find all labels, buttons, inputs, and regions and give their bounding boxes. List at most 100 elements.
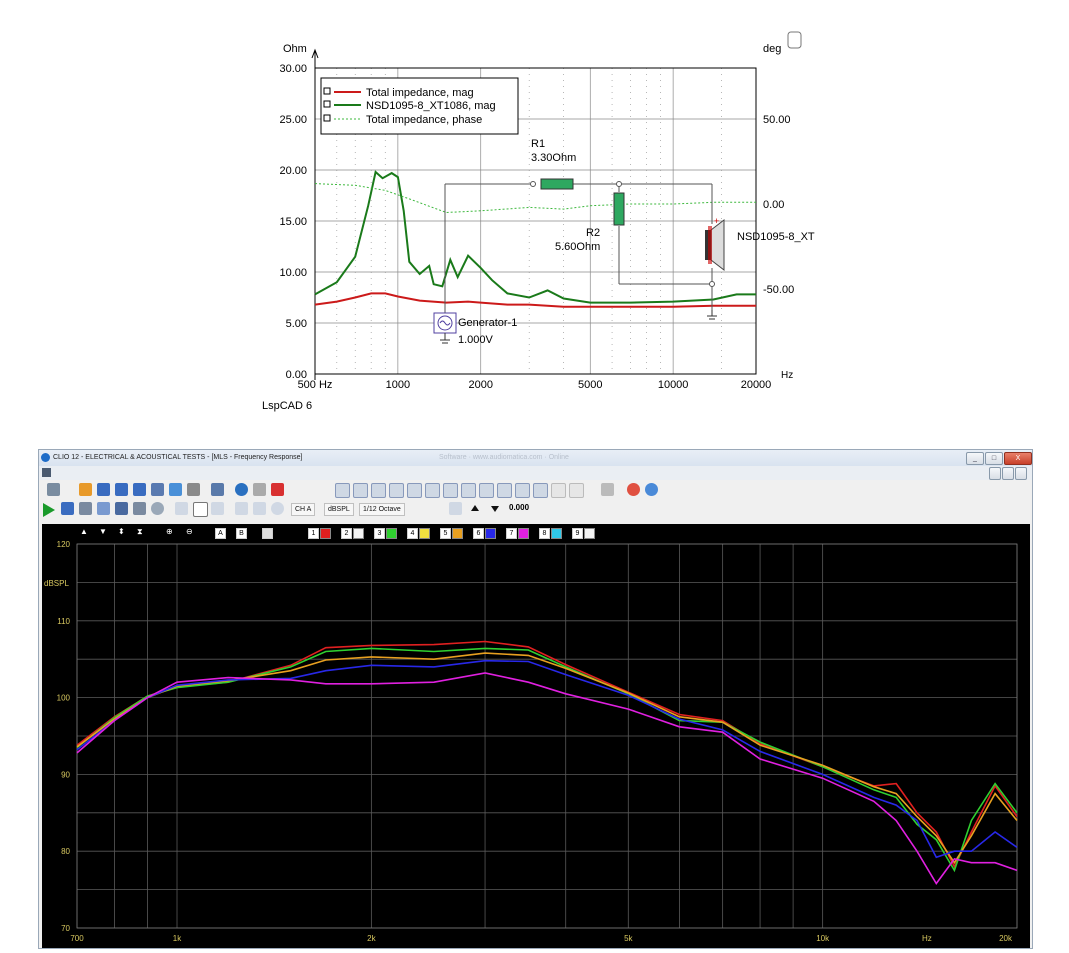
channel-5-button[interactable]: 5: [440, 528, 451, 539]
cloud-icon[interactable]: [645, 483, 658, 496]
export-icon[interactable]: [151, 483, 164, 496]
save-as-icon[interactable]: [115, 483, 128, 496]
measurement-icon-2[interactable]: [353, 483, 368, 498]
window-icon[interactable]: [169, 483, 182, 496]
measurement-icon-7[interactable]: [443, 483, 458, 498]
channel-7-swatch[interactable]: [518, 528, 529, 539]
check-icon[interactable]: [211, 483, 224, 496]
channel-7-button[interactable]: 7: [506, 528, 517, 539]
expand-icon[interactable]: ⬍: [118, 527, 125, 536]
compass-icon[interactable]: [271, 502, 284, 515]
lspcad-corner-checkbox[interactable]: [787, 31, 802, 49]
clio-y-tick-label: 120: [57, 540, 71, 549]
channel-6-swatch[interactable]: [485, 528, 496, 539]
pen-icon[interactable]: [601, 483, 614, 496]
channel-9-swatch[interactable]: [584, 528, 595, 539]
channel-5-swatch[interactable]: [452, 528, 463, 539]
channel-8-swatch[interactable]: [551, 528, 562, 539]
measurement-icon-11[interactable]: [515, 483, 530, 498]
measurement-icon-12[interactable]: [533, 483, 548, 498]
channel-8-button[interactable]: 8: [539, 528, 550, 539]
channel-2-swatch[interactable]: [353, 528, 364, 539]
wave-icon[interactable]: [253, 502, 266, 515]
open-folder-icon[interactable]: [79, 483, 92, 496]
cursor-l-icon[interactable]: [175, 502, 188, 515]
clio-y-tick-label: 100: [57, 694, 71, 703]
save-measure-icon[interactable]: [61, 502, 74, 515]
speaker-icon[interactable]: +: [705, 216, 725, 320]
channel-4-swatch[interactable]: [419, 528, 430, 539]
refresh-icon[interactable]: [235, 483, 248, 496]
measurement-icon-10[interactable]: [497, 483, 512, 498]
channel-1-swatch[interactable]: [320, 528, 331, 539]
lifebuoy-icon[interactable]: [627, 483, 640, 496]
probe-icon[interactable]: [235, 502, 248, 515]
marker-a-button[interactable]: A: [215, 528, 226, 539]
channel-2-button[interactable]: 2: [341, 528, 352, 539]
measurement-icon-1[interactable]: [335, 483, 350, 498]
print-icon[interactable]: [187, 483, 200, 496]
value-up-icon[interactable]: [471, 505, 479, 511]
lsp-y-tick-label: 15.00: [279, 216, 307, 228]
star-icon[interactable]: [449, 502, 462, 515]
measurement-icon-3[interactable]: [371, 483, 386, 498]
layer-icon[interactable]: [262, 528, 273, 539]
eraser-icon[interactable]: [253, 483, 266, 496]
split-icon[interactable]: [133, 502, 146, 515]
title-bar[interactable]: CLIO 12 - ELECTRICAL & ACOUSTICAL TESTS …: [39, 450, 1032, 466]
measurement-icon-13[interactable]: [551, 483, 566, 498]
smooth-icon[interactable]: [193, 502, 208, 517]
save-all-icon[interactable]: [133, 483, 146, 496]
channel-6-button[interactable]: 6: [473, 528, 484, 539]
measurement-icon-9[interactable]: [479, 483, 494, 498]
play-icon[interactable]: [43, 503, 55, 517]
smoothing-selector[interactable]: 1/12 Octave: [359, 503, 405, 516]
legend-checkbox-total-mag[interactable]: [323, 87, 331, 95]
value-down-icon[interactable]: [491, 506, 499, 512]
settings-list-icon[interactable]: [79, 502, 92, 515]
compress-icon[interactable]: ⧗: [137, 527, 143, 536]
mic-icon[interactable]: [115, 502, 128, 515]
zoom-in-icon[interactable]: ⊕: [166, 527, 173, 536]
arrow-up-icon[interactable]: ▲: [80, 527, 88, 536]
channel-selector[interactable]: CH A: [291, 503, 316, 516]
generator-icon[interactable]: [433, 312, 457, 344]
child-close-button[interactable]: [1015, 467, 1027, 480]
maximize-button[interactable]: □: [985, 452, 1003, 465]
measurement-icon-14[interactable]: [569, 483, 584, 498]
measurement-icon-4[interactable]: [389, 483, 404, 498]
r1-name: R1: [531, 138, 545, 150]
channel-1-button[interactable]: 1: [308, 528, 319, 539]
arrow-down-icon[interactable]: ▼: [99, 527, 107, 536]
channel-9-button[interactable]: 9: [572, 528, 583, 539]
resistor-r1[interactable]: [540, 178, 574, 190]
value-display[interactable]: 0.000: [509, 503, 530, 512]
app-menu-icon[interactable]: [42, 468, 51, 477]
save-icon[interactable]: [97, 483, 110, 496]
main-toolbar: [39, 481, 1032, 499]
resistor-r2[interactable]: [613, 192, 625, 226]
measurement-icon-6[interactable]: [425, 483, 440, 498]
zoom-out-icon[interactable]: ⊖: [186, 527, 193, 536]
lsp-y-tick-label: 5.00: [286, 318, 307, 330]
channel-4-button[interactable]: 4: [407, 528, 418, 539]
hamburger-icon[interactable]: [47, 483, 60, 496]
channel-3-swatch[interactable]: [386, 528, 397, 539]
delete-icon[interactable]: [271, 483, 284, 496]
measurement-icon-8[interactable]: [461, 483, 476, 498]
channel-3-button[interactable]: 3: [374, 528, 385, 539]
measurement-icon-5[interactable]: [407, 483, 422, 498]
child-minimize-button[interactable]: [989, 467, 1001, 480]
legend-checkbox-driver-mag[interactable]: [323, 100, 331, 108]
legend-checkbox-phase[interactable]: [323, 114, 331, 122]
lspcad-y-unit: Ohm: [283, 43, 307, 55]
minimize-button[interactable]: _: [966, 452, 984, 465]
loop-icon[interactable]: [97, 502, 110, 515]
unit-selector[interactable]: dBSPL: [324, 503, 354, 516]
gear-icon[interactable]: [151, 502, 164, 515]
phase-icon[interactable]: [211, 502, 224, 515]
marker-b-button[interactable]: B: [236, 528, 247, 539]
child-restore-button[interactable]: [1002, 467, 1014, 480]
lspcad-footer: LspCAD 6: [262, 400, 313, 412]
close-button[interactable]: X: [1004, 452, 1032, 465]
